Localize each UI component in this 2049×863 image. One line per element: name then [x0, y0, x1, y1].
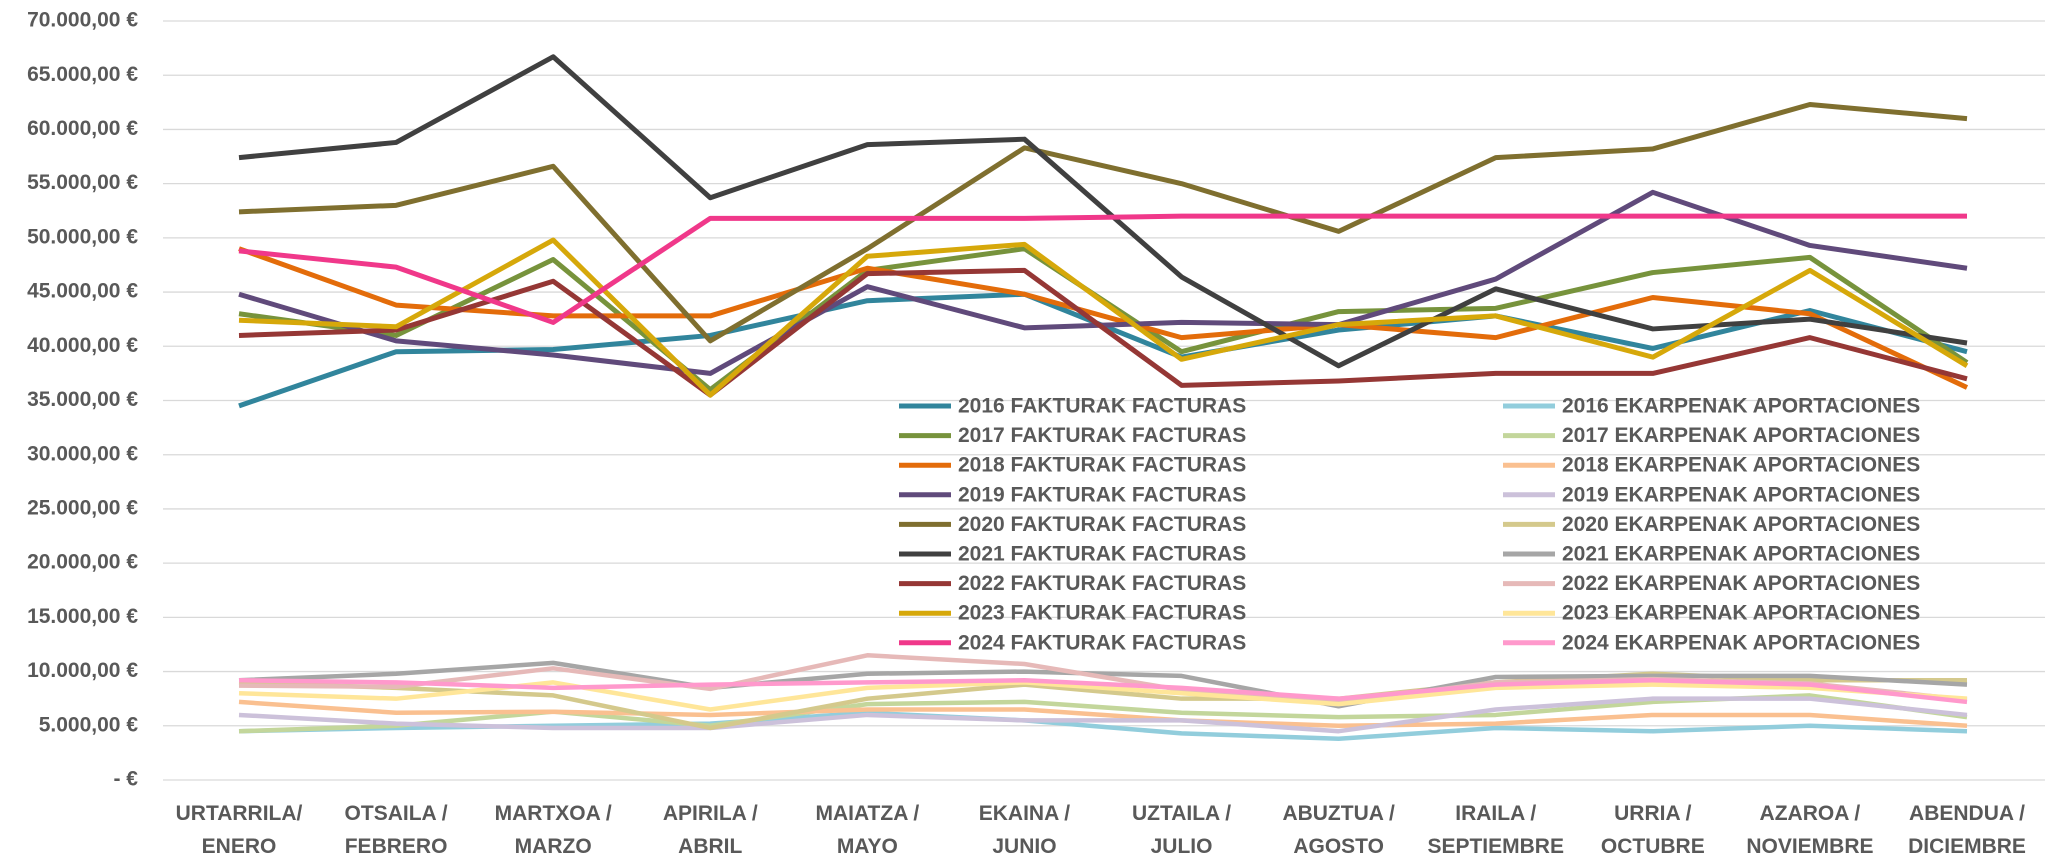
legend-label: 2021 EKARPENAK APORTACIONES	[1562, 543, 1920, 566]
x-tick-label: APIRILA / ABRIL	[662, 802, 758, 858]
legend-label: 2017 FAKTURAK FACTURAS	[958, 424, 1246, 447]
y-tick-label: 5.000,00 €	[39, 713, 139, 736]
legend-label: 2017 EKARPENAK APORTACIONES	[1562, 424, 1920, 447]
series-line	[238, 213, 1967, 325]
y-tick-label: 65.000,00 €	[27, 63, 138, 86]
series-line	[238, 237, 1969, 398]
legend-label: 2024 FAKTURAK FACTURAS	[958, 631, 1246, 654]
series-line	[238, 54, 1968, 369]
x-tick-label: URRIA / OCTUBRE	[1600, 802, 1705, 858]
x-tick-label: UZTAILA / JULIO	[1131, 802, 1232, 858]
legend-label: 2023 FAKTURAK FACTURAS	[958, 602, 1246, 625]
legend-label: 2019 FAKTURAK FACTURAS	[958, 483, 1246, 506]
legend-label: 2024 EKARPENAK APORTACIONES	[1562, 631, 1920, 654]
y-tick-label: 20.000,00 €	[27, 551, 138, 574]
series-line	[238, 677, 1968, 705]
y-tick-label: 30.000,00 €	[27, 442, 138, 465]
x-tick-label: URTARRILA/ ENERO	[175, 802, 303, 858]
legend-label: 2016 EKARPENAK APORTACIONES	[1562, 395, 1920, 418]
y-tick-label: 40.000,00 €	[27, 334, 138, 357]
x-tick-label: AZAROA / NOVIEMBRE	[1746, 802, 1874, 858]
legend-label: 2019 EKARPENAK APORTACIONES	[1562, 483, 1920, 506]
series-line	[238, 101, 1968, 344]
legend-label: 2018 EKARPENAK APORTACIONES	[1562, 454, 1920, 477]
x-tick-label: ABENDUA / DICIEMBRE	[1908, 802, 2026, 858]
series-line	[238, 699, 1968, 729]
x-tick-label: EKAINA / JUNIO	[978, 802, 1071, 858]
y-tick-label: 45.000,00 €	[27, 280, 138, 303]
legend-label: 2022 FAKTURAK FACTURAS	[958, 572, 1246, 595]
legend-label: 2018 FAKTURAK FACTURAS	[958, 454, 1246, 477]
legend-label: 2021 FAKTURAK FACTURAS	[958, 543, 1246, 566]
x-tick-label: MARTXOA / MARZO	[494, 802, 612, 858]
legend-label: 2020 FAKTURAK FACTURAS	[958, 513, 1246, 536]
series-line	[238, 696, 1968, 734]
x-tick-label: IRAILA / SEPTIEMBRE	[1427, 802, 1564, 858]
x-tick-label: ABUZTUA / AGOSTO	[1282, 802, 1395, 858]
x-tick-label: MAIATZA / MAYO	[815, 802, 920, 858]
y-tick-label: 25.000,00 €	[27, 496, 138, 519]
y-tick-label: - €	[113, 768, 138, 791]
y-tick-label: 60.000,00 €	[27, 117, 138, 140]
y-tick-label: 55.000,00 €	[27, 171, 138, 194]
legend-label: 2016 FAKTURAK FACTURAS	[958, 395, 1246, 418]
x-tick-label: OTSAILA / FEBRERO	[344, 802, 448, 858]
legend-label: 2023 EKARPENAK APORTACIONES	[1562, 602, 1920, 625]
legend-label: 2022 EKARPENAK APORTACIONES	[1562, 572, 1920, 595]
y-tick-label: 15.000,00 €	[27, 605, 138, 628]
legend-label: 2020 EKARPENAK APORTACIONES	[1562, 513, 1920, 536]
y-tick-label: 70.000,00 €	[27, 9, 138, 32]
y-tick-label: 35.000,00 €	[27, 388, 138, 411]
y-tick-label: 50.000,00 €	[27, 225, 138, 248]
series-line	[238, 267, 1968, 398]
y-tick-label: 10.000,00 €	[27, 659, 138, 682]
series-line	[238, 660, 1968, 709]
